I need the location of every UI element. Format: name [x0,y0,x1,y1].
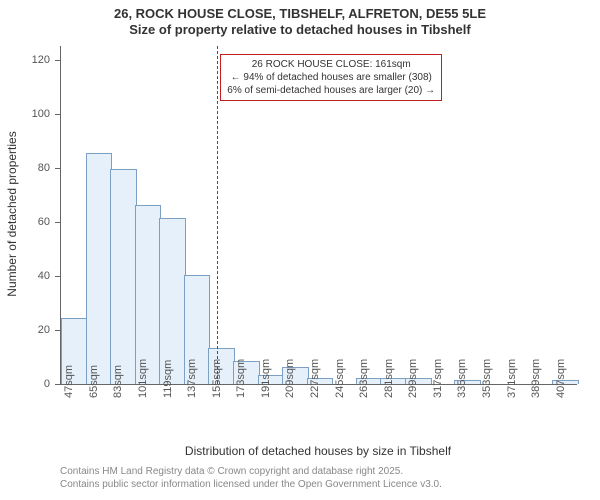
footer-line1: Contains HM Land Registry data © Crown c… [60,466,442,479]
attribution-footer: Contains HM Land Registry data © Crown c… [60,466,442,491]
y-tick-mark [55,60,60,61]
y-tick-label: 40 [0,270,50,282]
y-tick-label: 120 [0,54,50,66]
histogram-bar [86,153,113,384]
y-tick-mark [55,114,60,115]
y-tick-mark [55,276,60,277]
y-tick-label: 60 [0,216,50,228]
y-tick-mark [55,330,60,331]
x-axis-label: Distribution of detached houses by size … [60,444,576,458]
footer-line2: Contains public sector information licen… [60,479,442,492]
y-tick-label: 20 [0,324,50,336]
y-axis-label: Number of detached properties [5,114,19,314]
chart-title-line2: Size of property relative to detached ho… [0,22,600,38]
histogram-bar [110,169,137,384]
y-tick-mark [55,168,60,169]
plot-area: 26 ROCK HOUSE CLOSE: 161sqm← 94% of deta… [60,46,577,385]
annotation-box: 26 ROCK HOUSE CLOSE: 161sqm← 94% of deta… [220,54,442,101]
annotation-line: 6% of semi-detached houses are larger (2… [227,84,435,97]
histogram-bar [135,205,162,384]
y-tick-mark [55,384,60,385]
chart-title-line1: 26, ROCK HOUSE CLOSE, TIBSHELF, ALFRETON… [0,6,600,22]
y-tick-label: 100 [0,108,50,120]
y-tick-label: 80 [0,162,50,174]
y-tick-mark [55,222,60,223]
annotation-line: ← 94% of detached houses are smaller (30… [227,71,435,84]
property-marker-line [217,46,218,384]
chart-container: 26, ROCK HOUSE CLOSE, TIBSHELF, ALFRETON… [0,0,600,500]
chart-title-block: 26, ROCK HOUSE CLOSE, TIBSHELF, ALFRETON… [0,0,600,39]
y-tick-label: 0 [0,378,50,390]
annotation-line: 26 ROCK HOUSE CLOSE: 161sqm [227,58,435,71]
